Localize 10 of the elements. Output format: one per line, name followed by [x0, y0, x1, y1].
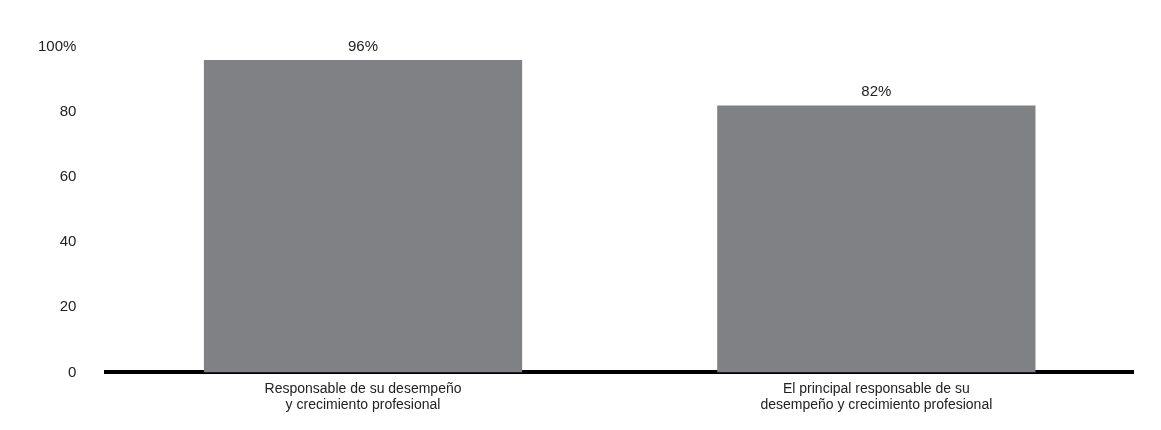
- data-label: 96%: [348, 36, 379, 54]
- x-tick-label: Responsable de su desempeño y crecimiento profesional: [264, 379, 462, 413]
- x-tick-label: El principal responsable de su desempeño y crecimiento profesional: [760, 379, 993, 413]
- y-tick-label: 60: [59, 167, 77, 185]
- y-tick-label: 20: [59, 297, 77, 315]
- data-label: 82%: [861, 82, 892, 100]
- y-tick-label: 0: [68, 362, 77, 380]
- y-tick-label: 100%: [37, 37, 77, 55]
- y-tick-label: 80: [59, 102, 77, 120]
- y-tick-label: 40: [59, 232, 77, 250]
